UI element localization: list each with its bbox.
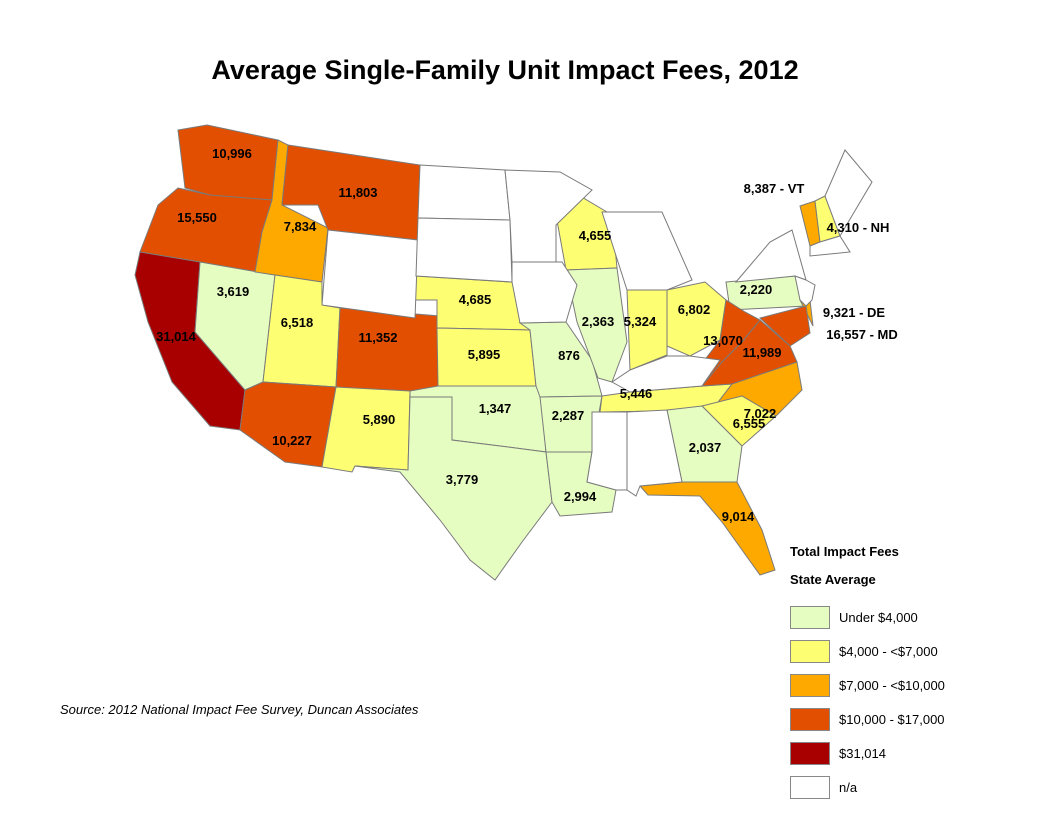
legend-swatch [790, 673, 830, 697]
state-ny [734, 229, 807, 283]
state-wa [177, 124, 279, 201]
legend-label: $4,000 - <$7,000 [839, 643, 938, 659]
state-value-label-ca: 31,014 [156, 329, 197, 344]
state-value-label-de: 9,321 - DE [823, 305, 885, 320]
state-ia [511, 261, 578, 324]
state-value-label-pa: 2,220 [740, 282, 773, 297]
state-wy [321, 229, 419, 319]
legend-item: $10,000 - $17,000 [790, 702, 945, 736]
state-value-label-nm: 5,890 [363, 412, 396, 427]
state-al [626, 409, 683, 497]
state-ms [586, 411, 628, 491]
state-sd [415, 217, 513, 283]
legend-item: Under $4,000 [790, 600, 945, 634]
state-value-label-or: 15,550 [177, 210, 217, 225]
legend-label: $10,000 - $17,000 [839, 711, 945, 727]
state-ma [809, 235, 851, 257]
state-value-label-id: 7,834 [284, 219, 317, 234]
state-value-label-fl: 9,014 [722, 509, 755, 524]
state-value-label-tn: 5,446 [620, 386, 653, 401]
state-nm [321, 386, 411, 473]
state-value-label-ar: 2,287 [552, 408, 585, 423]
state-value-label-la: 2,994 [564, 489, 597, 504]
state-value-label-md: 16,557 - MD [826, 327, 898, 342]
source-note: Source: 2012 National Impact Fee Survey,… [60, 702, 419, 717]
legend-label: $31,014 [839, 745, 886, 761]
state-value-label-il: 2,363 [582, 314, 615, 329]
state-value-label-ga: 2,037 [689, 440, 722, 455]
legend-swatch [790, 741, 830, 765]
legend-label: $7,000 - <$10,000 [839, 677, 945, 693]
state-value-label-in: 5,324 [624, 314, 657, 329]
state-value-label-ut: 6,518 [281, 315, 314, 330]
state-value-label-az: 10,227 [272, 433, 312, 448]
legend-swatch [790, 605, 830, 629]
legend-label: n/a [839, 779, 858, 795]
state-value-label-ks: 5,895 [468, 347, 501, 362]
legend: Total Impact Fees State Average Under $4… [790, 544, 945, 804]
legend-title: Total Impact Fees [790, 544, 899, 559]
legend-label: Under $4,000 [839, 609, 918, 625]
state-mn [504, 169, 593, 263]
state-md [758, 305, 811, 347]
state-value-label-nv: 3,619 [217, 284, 250, 299]
state-value-label-nh: 4,310 - NH [827, 220, 890, 235]
state-co [335, 307, 441, 397]
state-value-label-wa: 10,996 [212, 146, 252, 161]
state-value-label-ne: 4,685 [459, 292, 492, 307]
state-mi [601, 211, 693, 291]
state-value-label-va: 11,989 [742, 345, 781, 360]
state-az [239, 381, 337, 468]
state-me [824, 149, 873, 238]
state-value-label-co: 11,352 [358, 330, 397, 345]
state-value-label-nc: 7,022 [744, 406, 777, 421]
legend-item: n/a [790, 770, 945, 804]
legend-subtitle: State Average [790, 572, 876, 587]
legend-swatch [790, 639, 830, 663]
state-value-label-wv: 13,070 [703, 333, 743, 348]
legend-item: $31,014 [790, 736, 945, 770]
legend-swatch [790, 707, 830, 731]
state-value-label-ok: 1,347 [479, 401, 512, 416]
legend-item: $7,000 - <$10,000 [790, 668, 945, 702]
state-nd [417, 164, 511, 221]
legend-swatch [790, 775, 830, 799]
state-fl [638, 481, 776, 576]
state-value-label-mt: 11,803 [338, 185, 377, 200]
state-tx [354, 396, 553, 581]
state-value-label-wi: 4,655 [579, 228, 612, 243]
map-title: Average Single-Family Unit Impact Fees, … [211, 55, 799, 85]
state-nj [794, 275, 816, 307]
state-value-label-mo: 876 [558, 348, 580, 363]
state-value-label-vt: 8,387 - VT [744, 181, 805, 196]
state-value-label-tx: 3,779 [446, 472, 479, 487]
state-value-label-sc: 6,555 [733, 416, 766, 431]
state-ky [611, 355, 721, 393]
legend-item: $4,000 - <$7,000 [790, 634, 945, 668]
state-value-label-oh: 6,802 [678, 302, 711, 317]
